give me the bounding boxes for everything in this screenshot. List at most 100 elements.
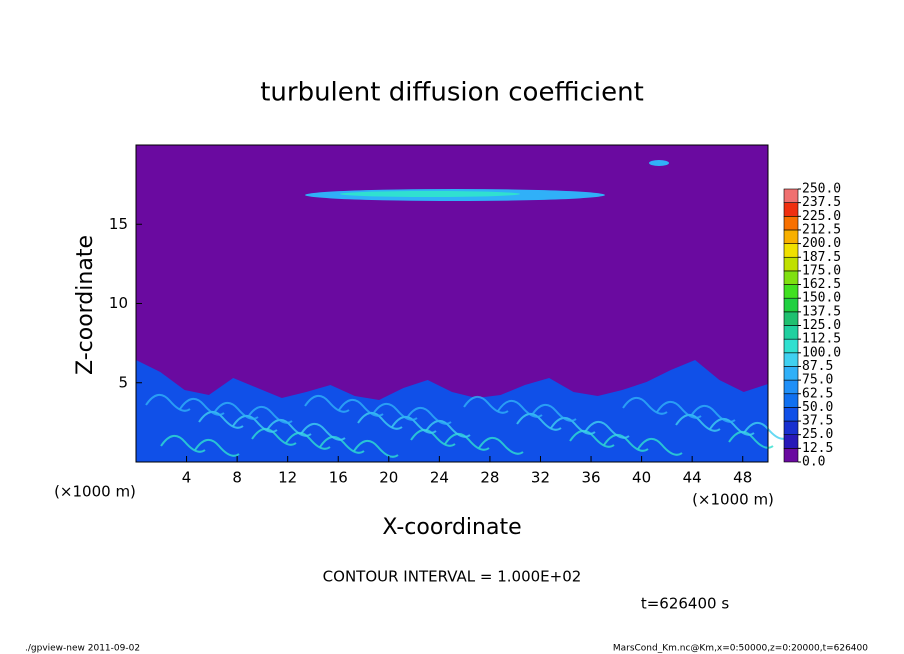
eddy (391, 416, 437, 434)
x-tick-label: 4 (182, 469, 192, 487)
eddy (251, 428, 297, 446)
x-tick-label: 36 (581, 469, 600, 487)
time-label: t=626400 s (641, 595, 729, 613)
eddy (266, 419, 312, 437)
colorbar-label: 187.5 (802, 250, 841, 265)
turbulent-layer (136, 360, 768, 462)
y-axis-label: Z-coordinate (73, 235, 98, 375)
eddy (372, 403, 418, 421)
eddy (145, 394, 191, 412)
eddy (637, 438, 683, 456)
x-tick-label: 48 (733, 469, 752, 487)
colorbar-label: 62.5 (802, 386, 833, 401)
colorbar-label: 162.5 (802, 277, 841, 292)
colorbar-band (783, 366, 799, 381)
footer-left: ./gpview-new 2011-09-02 (25, 644, 140, 654)
colorbar-band (783, 311, 799, 326)
colorbar-band (783, 202, 799, 217)
eddy (622, 397, 668, 415)
colorbar-label: 150.0 (802, 291, 841, 306)
x-tick-label: 32 (531, 469, 550, 487)
footer-right: MarsCond_Km.nc@Km,x=0:50000,z=0:20000,t=… (613, 644, 868, 654)
eddy (285, 432, 331, 450)
colorbar-label: 25.0 (802, 427, 833, 442)
eddy (531, 404, 577, 422)
colorbar-band (783, 352, 799, 367)
eddy (319, 436, 365, 454)
colorbar-label: 175.0 (802, 263, 841, 278)
x-tick-label: 8 (232, 469, 242, 487)
colorbar-label: 100.0 (802, 345, 841, 360)
eddy (194, 439, 240, 457)
eddy (497, 400, 543, 418)
colorbar-label: 225.0 (802, 209, 841, 224)
blob (649, 160, 669, 166)
eddy (304, 395, 350, 413)
x-tick-label: 24 (430, 469, 449, 487)
eddy (213, 402, 259, 420)
colorbar-band (783, 325, 799, 340)
colorbar-band (783, 243, 799, 258)
colorbar-band (783, 407, 799, 422)
colorbar-band (783, 270, 799, 285)
eddy (550, 417, 596, 435)
colorbar-band (783, 434, 799, 449)
x-tick-label: 40 (632, 469, 651, 487)
colorbar-band (783, 284, 799, 299)
chart-title: turbulent diffusion coefficient (260, 78, 644, 108)
x-unit-label: (×1000 m) (692, 491, 774, 509)
eddy (478, 437, 524, 455)
colorbar-label: 87.5 (802, 359, 833, 374)
eddy (338, 399, 384, 417)
eddy (603, 434, 649, 452)
eddy (353, 440, 399, 458)
colorbar-label: 37.5 (802, 414, 833, 429)
y-tick-label: 5 (118, 373, 128, 391)
colorbar-label: 0.0 (802, 455, 825, 470)
y-tick-label: 10 (109, 294, 128, 312)
colorbar-label: 75.0 (802, 373, 833, 388)
eddy (584, 421, 630, 439)
eddy (410, 429, 456, 447)
y-tick-label: 15 (109, 215, 128, 233)
contour-interval: CONTOUR INTERVAL = 1.000E+02 (323, 568, 582, 586)
colorbar-label: 50.0 (802, 400, 833, 415)
eddy (690, 405, 736, 423)
colorbar-label: 250.0 (802, 182, 841, 197)
eddy (516, 413, 562, 431)
x-tick-label: 16 (329, 469, 348, 487)
x-tick-label: 28 (480, 469, 499, 487)
colorbar-band (783, 216, 799, 231)
colorbar-label: 137.5 (802, 304, 841, 319)
colorbar-band (783, 188, 799, 203)
eddy (406, 407, 452, 425)
colorbar-label: 112.5 (802, 332, 841, 347)
colorbar-label: 237.5 (802, 195, 841, 210)
eddy (425, 420, 471, 438)
x-tick-label: 12 (278, 469, 297, 487)
x-tick-label: 44 (683, 469, 702, 487)
x-tick-label: 20 (379, 469, 398, 487)
eddy (160, 435, 206, 453)
eddy (709, 418, 755, 436)
colorbar-label: 200.0 (802, 236, 841, 251)
colorbar-band (783, 379, 799, 395)
colorbar-band (783, 420, 799, 435)
eddy (232, 415, 278, 433)
eddy (656, 401, 702, 419)
colorbar-band (783, 297, 799, 313)
colorbar-band (783, 448, 799, 463)
eddy (569, 430, 615, 448)
colorbar-label: 125.0 (802, 318, 841, 333)
eddy (179, 398, 225, 416)
x-unit-label: (×1000 m) (54, 483, 136, 501)
eddy (463, 396, 509, 414)
colorbar-band (783, 229, 799, 244)
colorbar-label: 212.5 (802, 222, 841, 237)
eddy (247, 406, 293, 424)
eddy (198, 411, 244, 429)
eddy (357, 412, 403, 430)
jet-core (340, 191, 520, 197)
colorbar-label: 12.5 (802, 441, 833, 456)
